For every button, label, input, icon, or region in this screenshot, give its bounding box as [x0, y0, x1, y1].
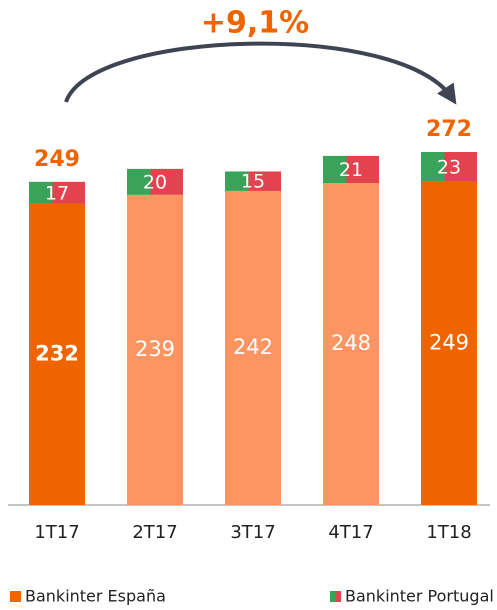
- value-label: 248: [331, 331, 371, 355]
- total-label: 272: [426, 117, 472, 142]
- change-annotation: +9,1%: [201, 6, 309, 41]
- total-label: 249: [34, 147, 80, 172]
- value-label: 21: [339, 159, 363, 181]
- espana-bar: [323, 183, 379, 505]
- legend-label: Bankinter Portugal: [345, 587, 494, 606]
- portugal-bar: [323, 155, 379, 184]
- legend-label: Bankinter España: [25, 587, 166, 606]
- espana-bar: [421, 181, 477, 506]
- x-tick-label: 3T17: [230, 522, 275, 543]
- value-label: 232: [35, 341, 79, 365]
- legend-swatch: [330, 591, 341, 602]
- portugal-bar: [225, 171, 281, 191]
- value-label: 249: [429, 330, 469, 354]
- value-label: 20: [143, 171, 167, 193]
- espana-bar: [29, 203, 85, 506]
- espana-bar: [127, 194, 183, 505]
- portugal-bar: [127, 168, 183, 195]
- x-tick-label: 4T17: [328, 522, 373, 543]
- portugal-bar: [421, 152, 477, 182]
- value-label: 242: [233, 335, 273, 359]
- value-label: 239: [135, 337, 175, 361]
- change-arrow: [64, 41, 457, 105]
- x-tick-label: 1T17: [34, 522, 79, 543]
- value-label: 15: [241, 171, 265, 193]
- legend-swatch: [10, 591, 21, 602]
- espana-bar: [225, 190, 281, 505]
- x-tick-label: 2T17: [132, 522, 177, 543]
- portugal-bar: [29, 181, 85, 204]
- value-label: 17: [45, 182, 69, 204]
- x-tick-label: 1T18: [426, 522, 471, 543]
- value-label: 23: [437, 156, 461, 178]
